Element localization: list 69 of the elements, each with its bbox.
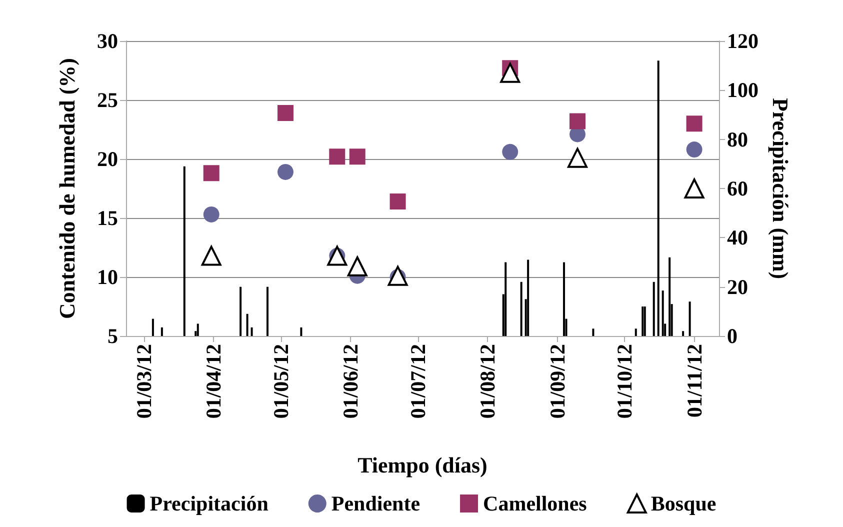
x-tick-label: 01/10/12 [612,344,637,419]
bar [642,306,644,336]
y2-tick-label: 120 [727,29,758,53]
x-tick-label: 01/06/12 [338,344,363,419]
y-tick-label: 30 [97,29,118,53]
y-tick-label: 5 [108,324,118,348]
bar [662,290,664,336]
y2-tick-label: 80 [727,127,748,152]
point [349,148,366,165]
y2-tick-label: 40 [727,226,748,250]
point [278,164,294,180]
y-tick-label: 20 [97,147,118,171]
point [500,62,520,83]
bar [668,257,671,336]
point [203,206,220,222]
y-tick-label: 10 [97,265,118,289]
bar [250,327,253,336]
y-tick-label: 25 [97,88,118,112]
point [686,116,702,132]
point [347,256,368,276]
x-tick-label: 01/04/12 [202,344,226,419]
y2-axis-title: Precipitación (mm) [768,98,793,280]
y-tick-label: 15 [97,206,118,230]
bar [196,324,199,336]
point [569,113,586,130]
y2-tick-label: 100 [727,78,758,102]
bar [266,286,269,336]
bar [504,262,507,336]
bar [644,306,646,336]
point [686,142,702,158]
legend-label: Pendiente [331,492,420,516]
legend-label: Precipitación [150,492,269,516]
bar [652,282,655,336]
bar [634,328,637,336]
bar [160,327,163,336]
point [277,104,294,121]
bar [563,262,566,336]
bar [592,328,594,336]
point [388,266,408,286]
bar [688,302,691,336]
bar [240,286,242,336]
point [567,148,588,168]
x-tick-label: 01/03/12 [132,344,156,419]
x-axis-title: Tiempo (días) [358,452,488,478]
point [390,193,406,210]
bar [300,327,302,336]
y-axis-title: Contenido de humedad (%) [54,58,80,319]
bar [152,318,154,336]
y2-tick-label: 0 [727,324,738,348]
bar [520,282,522,336]
point [502,144,518,160]
y2-tick-label: 20 [727,274,748,299]
legend-label: Bosque [650,492,716,516]
bar [657,60,660,336]
bar [183,166,186,336]
point [684,178,704,198]
x-tick-label: 01/09/12 [545,344,570,419]
point [329,148,346,165]
x-tick-label: 01/07/12 [406,344,430,419]
x-tick-label: 01/08/12 [476,344,500,419]
point [203,165,220,182]
y2-tick-label: 60 [727,176,748,200]
bar [682,331,684,336]
x-tick-label: 01/11/12 [682,344,706,418]
x-tick-label: 01/05/12 [268,344,293,419]
point [201,246,222,266]
bar [246,314,248,336]
legend-label: Camellones [483,492,587,516]
bar [527,260,530,336]
